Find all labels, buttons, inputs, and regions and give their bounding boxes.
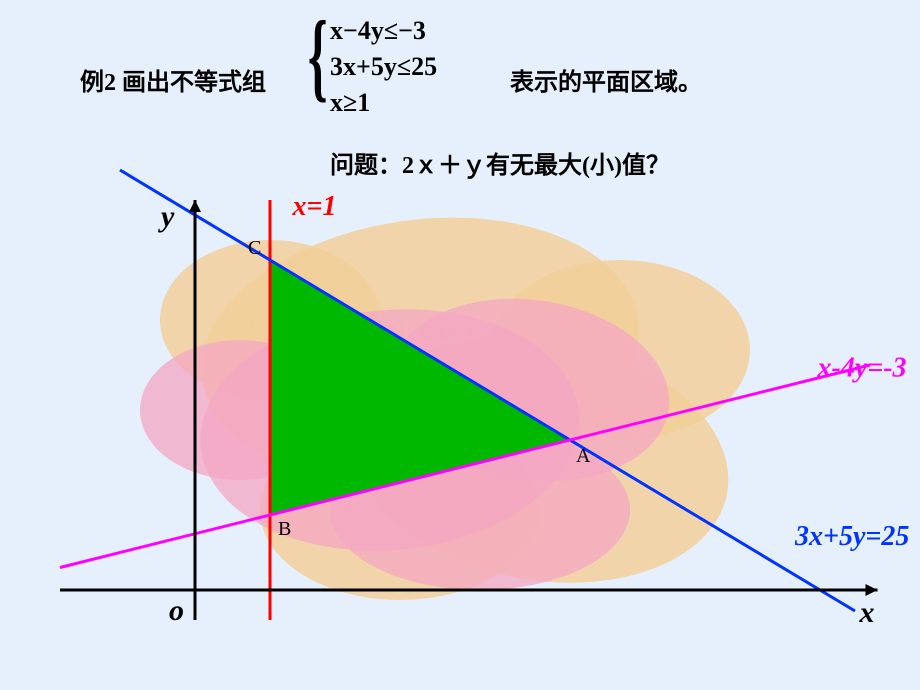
svg-text:A: A: [576, 445, 591, 467]
inequality-chart: x=13x+5y=25x-4y=-3xyoCAB: [60, 180, 880, 620]
svg-text:C: C: [248, 237, 261, 259]
svg-text:x: x: [859, 596, 875, 629]
chart-svg: x=13x+5y=25x-4y=-3xyoCAB: [60, 180, 880, 620]
problem-suffix: 表示的平面区域。: [510, 62, 702, 97]
inequality-2: 3x+5y≤25: [330, 52, 437, 82]
svg-text:x-4y=-3: x-4y=-3: [817, 352, 907, 383]
svg-text:3x+5y=25: 3x+5y=25: [794, 521, 909, 552]
problem-prefix: 例2 画出不等式组: [80, 62, 266, 97]
svg-text:o: o: [169, 594, 184, 627]
inequality-1: x−4y≤−3: [330, 16, 426, 46]
brace-icon: {: [308, 6, 328, 106]
inequality-3: x≥1: [330, 88, 370, 118]
svg-text:y: y: [158, 200, 175, 233]
question-text: 问题：2ｘ＋ｙ有无最大(小)值？: [330, 145, 670, 180]
svg-text:x=1: x=1: [292, 191, 337, 222]
page-root: 例2 画出不等式组 { x−4y≤−3 3x+5y≤25 x≥1 表示的平面区域…: [0, 0, 920, 690]
svg-text:B: B: [278, 518, 291, 540]
